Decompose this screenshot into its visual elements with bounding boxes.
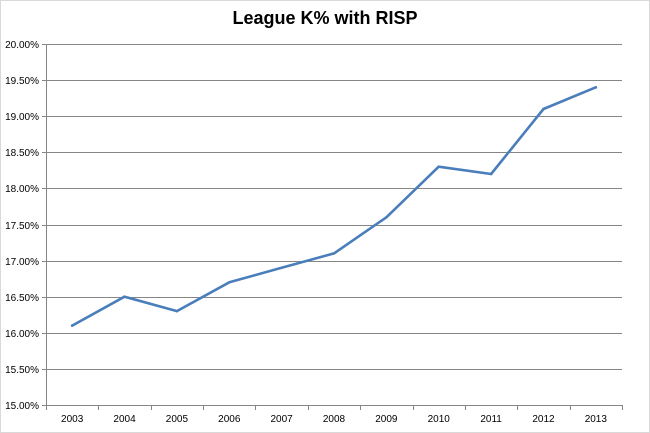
data-point — [175, 309, 179, 313]
x-tick-label: 2010 — [428, 414, 451, 425]
y-tick-label: 17.00% — [5, 257, 39, 268]
x-tick-label: 2006 — [218, 414, 241, 425]
y-tick-label: 15.00% — [5, 401, 39, 412]
y-tick-label: 16.50% — [5, 293, 39, 304]
x-tick-label: 2013 — [585, 414, 608, 425]
x-tick-label: 2009 — [375, 414, 398, 425]
data-point — [332, 252, 336, 255]
y-tick-label: 18.50% — [5, 148, 39, 159]
y-tick-label: 16.00% — [5, 329, 39, 340]
data-point — [227, 280, 231, 284]
x-tick-label: 2008 — [323, 414, 346, 425]
data-point — [542, 107, 545, 111]
y-tick-label: 19.00% — [5, 112, 39, 123]
series-line — [70, 86, 598, 327]
chart-title: League K% with RISP — [232, 8, 418, 28]
x-tick-label: 2011 — [480, 414, 502, 425]
y-tick-label: 15.50% — [5, 365, 39, 376]
y-tick-label: 18.00% — [5, 184, 39, 195]
x-tick-label: 2007 — [271, 414, 294, 425]
data-point — [280, 266, 283, 270]
x-tick-label: 2003 — [61, 414, 84, 425]
y-tick-label: 20.00% — [5, 40, 39, 51]
y-tick-label: 19.50% — [5, 76, 39, 87]
data-point — [489, 172, 493, 176]
data-point — [70, 324, 74, 327]
data-point — [123, 295, 126, 299]
x-tick-label: 2012 — [532, 414, 555, 425]
data-point — [385, 215, 388, 219]
y-tick-label: 17.50% — [5, 221, 39, 232]
x-tick-label: 2005 — [166, 414, 189, 425]
data-point — [594, 86, 598, 89]
data-point — [437, 165, 441, 169]
x-tick-label: 2004 — [113, 414, 136, 425]
